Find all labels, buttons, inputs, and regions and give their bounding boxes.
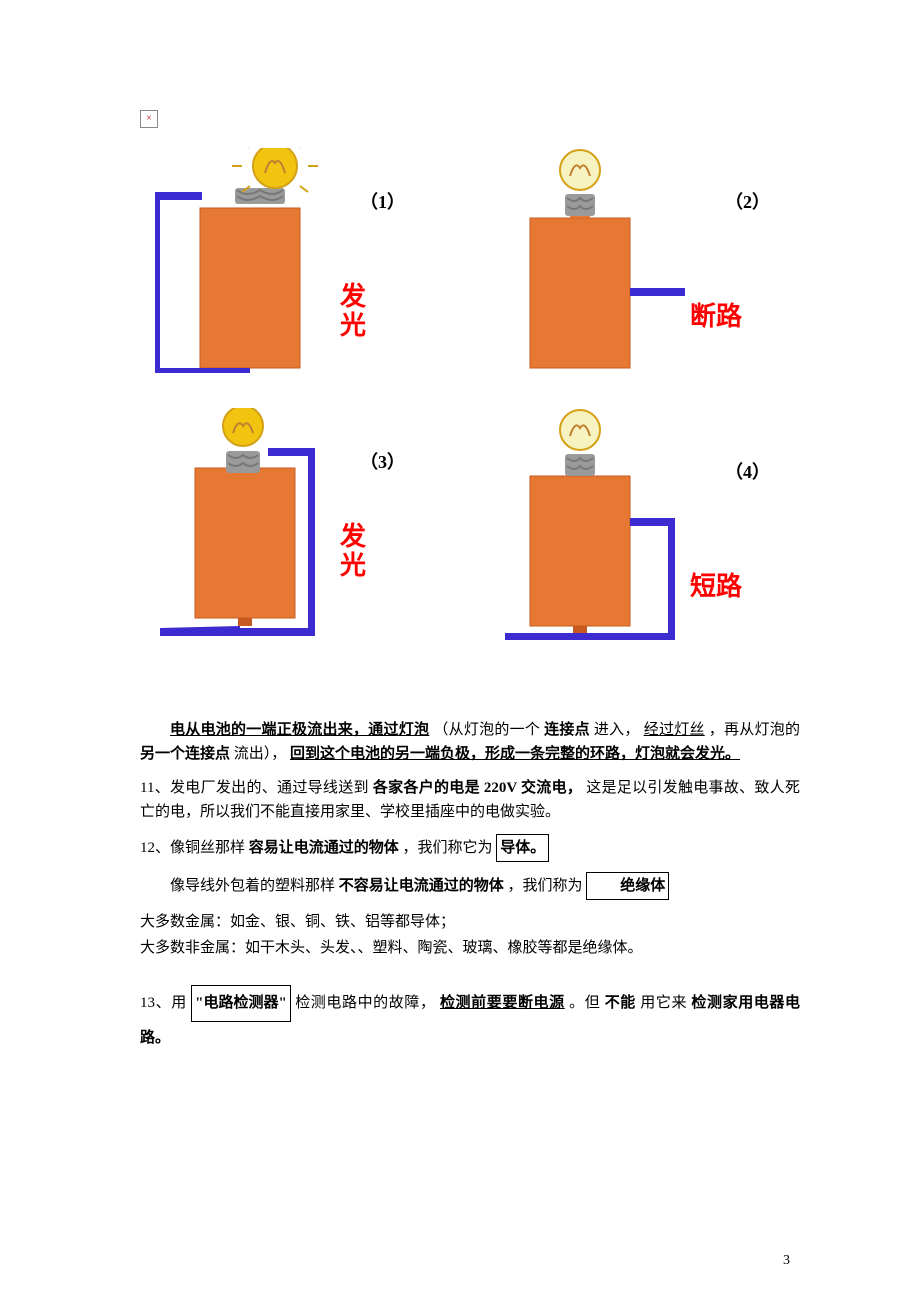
p13-text: 检测前要要断电源: [440, 995, 565, 1011]
circuit-diagram-grid: （1） 发 光 （2） 断路: [140, 148, 800, 658]
flow-text: 回到这个电池的另一端负极，形成一条完整的环路，灯泡就会发光。: [290, 746, 740, 762]
circuit-state: 短路: [690, 573, 742, 602]
p13-text: 不能: [605, 995, 636, 1011]
flow-text: 流出），: [234, 746, 287, 762]
circuit-number: （3）: [360, 448, 405, 477]
p13-text: 检测电路中的故障，: [295, 995, 435, 1011]
p12-text: 像导线外包着的塑料那样: [170, 878, 335, 894]
circuit-number: （1）: [360, 188, 405, 217]
circuit-1: （1） 发 光: [140, 148, 465, 398]
circuit-state: 发 光: [340, 523, 366, 580]
circuit-number: （2）: [725, 188, 770, 217]
detector-box: "电路检测器": [191, 985, 291, 1022]
broken-image-placeholder: ×: [140, 110, 158, 128]
current-flow-paragraph: 电从电池的一端正极流出来，通过灯泡 （从灯泡的一个 连接点 进入， 经过灯丝 ，…: [140, 718, 800, 766]
insulator-box: 绝缘体: [586, 872, 669, 900]
nonmetals-line: 大多数非金属：如干木头、头发、、塑料、陶瓷、玻璃、橡胶等都是绝缘体。: [140, 936, 800, 960]
flow-text: （从灯泡的一个: [433, 722, 540, 738]
point-11: 11、发电厂发出的、通过导线送到 各家各户的电是 220V 交流电， 这是足以引…: [140, 776, 800, 824]
metals-line: 大多数金属：如金、银、铜、铁、铝等都导体；: [140, 910, 800, 934]
flow-text: ，再从灯泡的: [709, 722, 800, 738]
flow-text: 另一个连接点: [140, 746, 230, 762]
p12-text: ，我们称为: [508, 878, 583, 894]
p11-text: 11、发电厂发出的、通过导线送到: [140, 780, 369, 796]
circuit-3: （3） 发 光: [140, 408, 465, 658]
point-12-conductor: 12、像铜丝那样 容易让电流通过的物体 ，我们称它为 导体。: [140, 834, 800, 862]
p12-text: 容易让电流通过的物体: [249, 840, 399, 856]
flow-text: 连接点: [544, 722, 590, 738]
page-number: 3: [783, 1250, 790, 1272]
p13-text: 。但: [569, 995, 600, 1011]
p11-text: 各家各户的电是 220V 交流电，: [373, 780, 582, 796]
point-12-insulator: 像导线外包着的塑料那样 不容易让电流通过的物体 ，我们称为 绝缘体: [140, 872, 800, 900]
p13-text: 13、用: [140, 995, 187, 1011]
flow-text: 进入，: [594, 722, 640, 738]
p12-text: 12、像铜丝那样: [140, 840, 245, 856]
flow-text: 电从电池的一端正极流出来，通过灯泡: [170, 722, 429, 738]
circuit-state: 发 光: [340, 283, 366, 340]
point-13: 13、用 "电路检测器" 检测电路中的故障， 检测前要要断电源 。但 不能 用它…: [140, 985, 800, 1055]
p12-text: 不容易让电流通过的物体: [339, 878, 504, 894]
circuit-number: （4）: [725, 458, 770, 487]
flow-text: 经过灯丝: [644, 722, 705, 738]
p12-text: ，我们称它为: [403, 840, 493, 856]
p13-text: 用它来: [640, 995, 687, 1011]
circuit-4: （4） 短路: [475, 408, 800, 658]
circuit-2: （2） 断路: [475, 148, 800, 398]
conductor-box: 导体。: [496, 834, 549, 862]
circuit-state: 断路: [690, 303, 742, 332]
